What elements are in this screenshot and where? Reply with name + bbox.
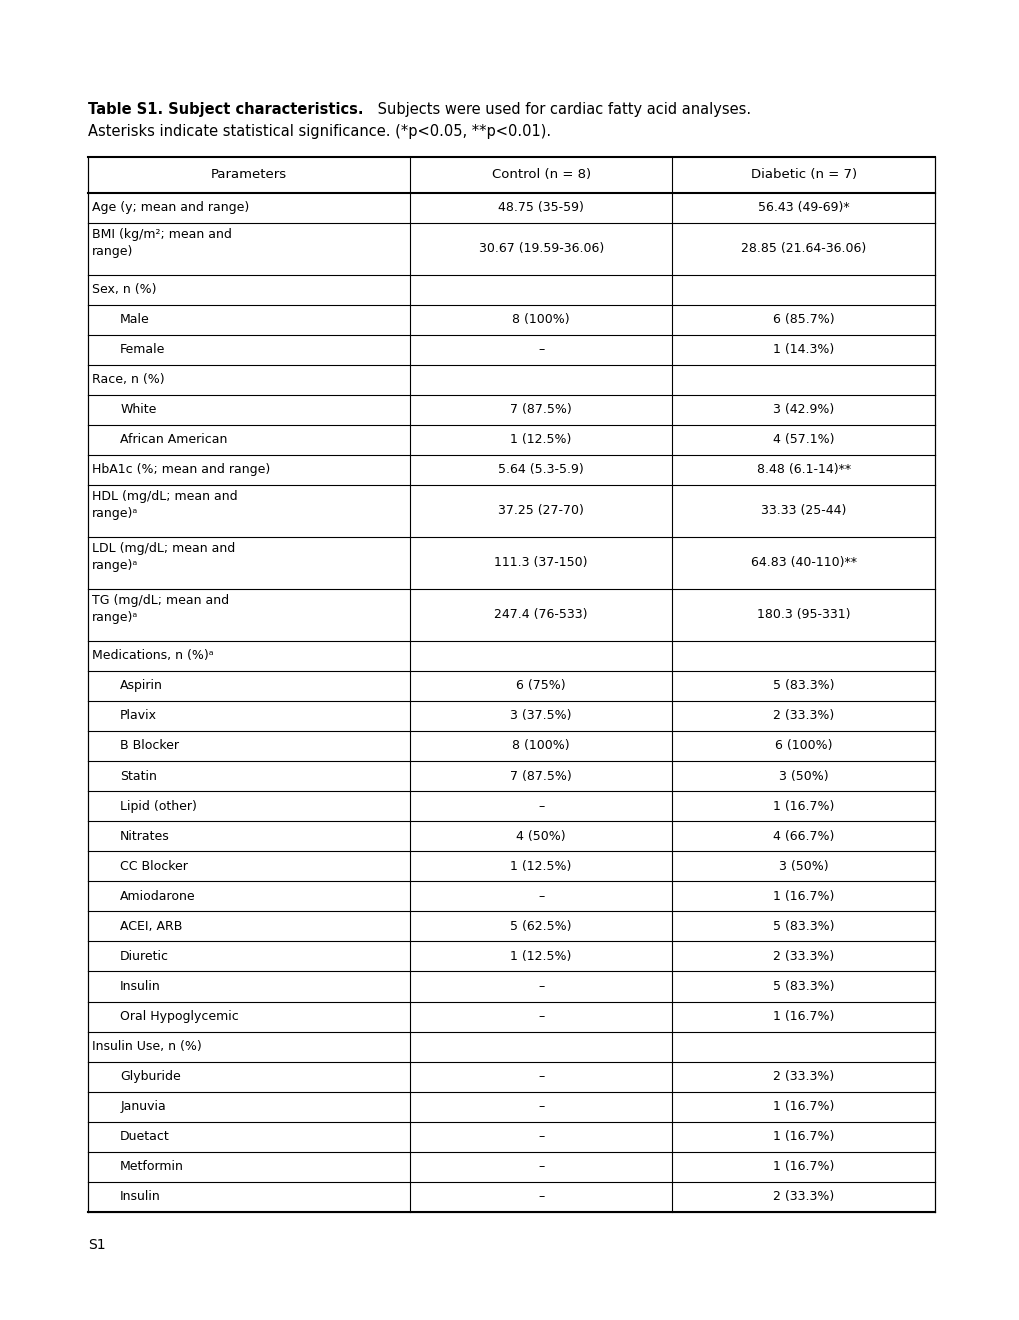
Text: Insulin: Insulin [120,1191,161,1204]
Text: Glyburide: Glyburide [120,1071,180,1084]
Text: 111.3 (37-150): 111.3 (37-150) [494,556,587,569]
Text: 4 (50%): 4 (50%) [516,830,566,842]
Text: 5 (62.5%): 5 (62.5%) [510,920,572,933]
Text: TG (mg/dL; mean and
range)ᵃ: TG (mg/dL; mean and range)ᵃ [92,594,229,624]
Text: 30.67 (19.59-36.06): 30.67 (19.59-36.06) [478,242,603,255]
Text: Diabetic (n = 7): Diabetic (n = 7) [750,168,856,181]
Text: 1 (16.7%): 1 (16.7%) [772,1160,834,1173]
Text: Diuretic: Diuretic [120,950,169,964]
Text: –: – [537,1160,544,1173]
Text: Sex, n (%): Sex, n (%) [92,282,156,296]
Text: Lipid (other): Lipid (other) [120,800,197,813]
Text: 1 (12.5%): 1 (12.5%) [510,950,572,964]
Text: White: White [120,404,156,416]
Text: 37.25 (27-70): 37.25 (27-70) [497,504,584,517]
Text: Male: Male [120,313,150,326]
Text: Insulin: Insulin [120,979,161,993]
Text: –: – [537,979,544,993]
Text: Age (y; mean and range): Age (y; mean and range) [92,201,249,214]
Text: 56.43 (49-69)*: 56.43 (49-69)* [757,201,849,214]
Text: 28.85 (21.64-36.06): 28.85 (21.64-36.06) [741,242,865,255]
Text: HbA1c (%; mean and range): HbA1c (%; mean and range) [92,463,270,477]
Text: Oral Hypoglycemic: Oral Hypoglycemic [120,1010,238,1023]
Text: HDL (mg/dL; mean and
range)ᵃ: HDL (mg/dL; mean and range)ᵃ [92,490,237,520]
Text: B Blocker: B Blocker [120,739,179,752]
Text: –: – [537,1071,544,1084]
Text: S1: S1 [88,1238,106,1251]
Text: Female: Female [120,343,165,356]
Text: 5 (83.3%): 5 (83.3%) [772,680,834,693]
Text: 33.33 (25-44): 33.33 (25-44) [760,504,846,517]
Text: 8 (100%): 8 (100%) [512,313,570,326]
Text: 180.3 (95-331): 180.3 (95-331) [756,609,850,622]
Text: 64.83 (40-110)**: 64.83 (40-110)** [750,556,856,569]
Text: 247.4 (76-533): 247.4 (76-533) [494,609,587,622]
Text: Metformin: Metformin [120,1160,183,1173]
Text: 3 (50%): 3 (50%) [779,770,827,783]
Text: Table S1. Subject characteristics.: Table S1. Subject characteristics. [88,102,363,117]
Text: Race, n (%): Race, n (%) [92,374,164,387]
Text: 7 (87.5%): 7 (87.5%) [510,770,572,783]
Text: Amiodarone: Amiodarone [120,890,196,903]
Text: –: – [537,800,544,813]
Text: 4 (66.7%): 4 (66.7%) [772,830,834,842]
Text: Januvia: Januvia [120,1101,166,1113]
Text: BMI (kg/m²; mean and
range): BMI (kg/m²; mean and range) [92,227,231,257]
Text: 2 (33.3%): 2 (33.3%) [772,950,834,964]
Text: 1 (12.5%): 1 (12.5%) [510,859,572,873]
Text: 2 (33.3%): 2 (33.3%) [772,1071,834,1084]
Text: 2 (33.3%): 2 (33.3%) [772,1191,834,1204]
Text: Parameters: Parameters [211,168,286,181]
Text: –: – [537,1130,544,1143]
Text: –: – [537,890,544,903]
Text: African American: African American [120,433,227,446]
Text: Aspirin: Aspirin [120,680,163,693]
Text: ACEI, ARB: ACEI, ARB [120,920,182,933]
Text: 7 (87.5%): 7 (87.5%) [510,404,572,416]
Text: 6 (75%): 6 (75%) [516,680,566,693]
Text: 3 (42.9%): 3 (42.9%) [772,404,834,416]
Text: 8 (100%): 8 (100%) [512,739,570,752]
Text: 5 (83.3%): 5 (83.3%) [772,979,834,993]
Text: 4 (57.1%): 4 (57.1%) [772,433,834,446]
Text: Medications, n (%)ᵃ: Medications, n (%)ᵃ [92,649,213,663]
Text: Plavix: Plavix [120,709,157,722]
Text: Asterisks indicate statistical significance. (*p<0.05, **p<0.01).: Asterisks indicate statistical significa… [88,124,550,139]
Text: –: – [537,1191,544,1204]
Text: Duetact: Duetact [120,1130,170,1143]
Text: 1 (16.7%): 1 (16.7%) [772,800,834,813]
Text: –: – [537,343,544,356]
Text: 2 (33.3%): 2 (33.3%) [772,709,834,722]
Text: CC Blocker: CC Blocker [120,859,187,873]
Text: 5.64 (5.3-5.9): 5.64 (5.3-5.9) [497,463,584,477]
Text: –: – [537,1010,544,1023]
Text: Nitrates: Nitrates [120,830,170,842]
Text: Control (n = 8): Control (n = 8) [491,168,590,181]
Text: 1 (16.7%): 1 (16.7%) [772,890,834,903]
Text: LDL (mg/dL; mean and
range)ᵃ: LDL (mg/dL; mean and range)ᵃ [92,543,235,572]
Text: 6 (100%): 6 (100%) [774,739,832,752]
Text: 5 (83.3%): 5 (83.3%) [772,920,834,933]
Text: 3 (50%): 3 (50%) [779,859,827,873]
Text: Statin: Statin [120,770,157,783]
Text: 1 (16.7%): 1 (16.7%) [772,1101,834,1113]
Text: 48.75 (35-59): 48.75 (35-59) [497,201,584,214]
Text: Insulin Use, n (%): Insulin Use, n (%) [92,1040,202,1053]
Text: 1 (16.7%): 1 (16.7%) [772,1010,834,1023]
Text: Subjects were used for cardiac fatty acid analyses.: Subjects were used for cardiac fatty aci… [373,102,750,117]
Text: –: – [537,1101,544,1113]
Text: 3 (37.5%): 3 (37.5%) [510,709,572,722]
Text: 6 (85.7%): 6 (85.7%) [772,313,834,326]
Text: 1 (12.5%): 1 (12.5%) [510,433,572,446]
Text: 8.48 (6.1-14)**: 8.48 (6.1-14)** [756,463,850,477]
Text: 1 (16.7%): 1 (16.7%) [772,1130,834,1143]
Text: 1 (14.3%): 1 (14.3%) [772,343,834,356]
